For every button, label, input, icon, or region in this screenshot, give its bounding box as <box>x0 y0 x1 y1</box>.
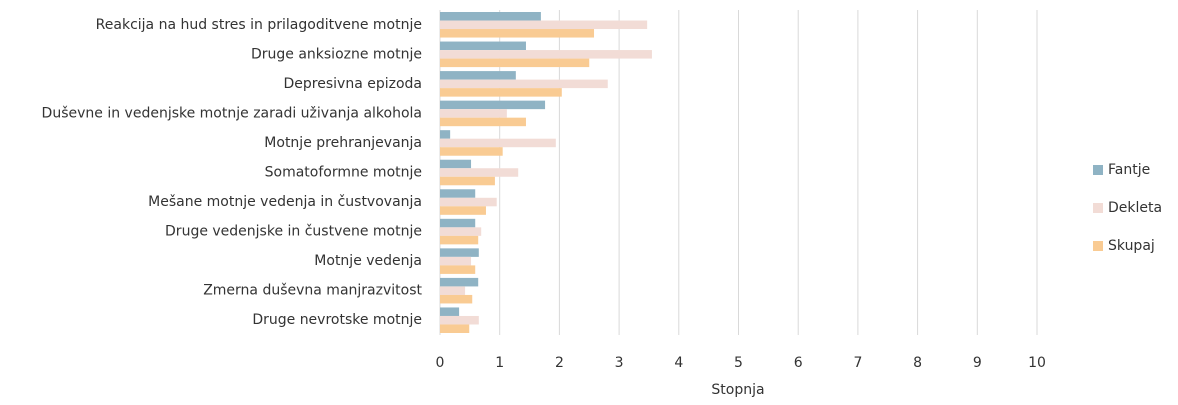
bar <box>440 176 495 186</box>
y-tick-label: Druge vedenjske in čustvene motnje <box>165 224 422 240</box>
bar <box>440 189 476 198</box>
x-tick-label: 4 <box>674 355 683 371</box>
bar <box>440 168 519 177</box>
x-tick-label: 3 <box>615 355 624 371</box>
y-tick-label: Depresivna epizoda <box>284 76 422 92</box>
legend-swatch <box>1093 203 1103 213</box>
bar <box>440 20 648 30</box>
x-tick-label: 7 <box>853 355 862 371</box>
bar <box>440 117 526 127</box>
y-tick-label: Motnje prehranjevanja <box>264 135 422 151</box>
y-tick-label: Druge nevrotske motnje <box>252 312 422 328</box>
x-tick-label: 1 <box>495 355 504 371</box>
bar <box>440 286 466 295</box>
bar <box>440 138 556 148</box>
legend-label: Dekleta <box>1108 200 1162 216</box>
y-tick-label: Mešane motnje vedenja in čustvovanja <box>148 194 422 210</box>
x-tick-label: 6 <box>794 355 803 371</box>
bar <box>440 235 479 245</box>
bar <box>440 218 476 228</box>
bar <box>440 294 473 304</box>
y-tick-label: Motnje vedenja <box>314 253 422 269</box>
x-tick-label: 9 <box>973 355 982 371</box>
bar <box>440 41 526 51</box>
y-tick-label: Zmerna duševna manjrazvitost <box>203 283 422 299</box>
bar <box>440 256 472 266</box>
bar <box>440 277 479 287</box>
bar <box>440 197 497 207</box>
bar <box>440 12 541 21</box>
x-tick-label: 10 <box>1028 355 1046 371</box>
bar <box>440 79 608 89</box>
bar <box>440 315 479 325</box>
y-tick-label: Somatoformne motnje <box>265 165 422 181</box>
x-tick-label: 8 <box>913 355 922 371</box>
bar <box>440 88 562 97</box>
y-tick-label: Druge anksiozne motnje <box>251 46 422 62</box>
bar <box>440 109 507 118</box>
bar <box>440 71 516 80</box>
bar <box>440 324 470 333</box>
bar <box>440 248 479 257</box>
x-axis-label: Stopnja <box>711 382 764 398</box>
bar <box>440 159 472 169</box>
bar <box>440 100 546 110</box>
legend-swatch <box>1093 241 1103 251</box>
bar <box>440 130 451 139</box>
bar <box>440 147 503 156</box>
legend-label: Fantje <box>1108 162 1150 178</box>
bar <box>440 58 590 68</box>
bar <box>440 50 652 59</box>
legend-label: Skupaj <box>1108 238 1155 254</box>
y-tick-label: Reakcija na hud stres in prilagoditvene … <box>96 17 422 33</box>
x-tick-label: 2 <box>555 355 564 371</box>
x-tick-label: 0 <box>436 355 445 371</box>
x-tick-label: 5 <box>734 355 743 371</box>
bar <box>440 265 476 274</box>
legend-swatch <box>1093 165 1103 175</box>
bar <box>440 307 460 316</box>
y-tick-label: Duševne in vedenjske motnje zaradi uživa… <box>42 105 422 121</box>
bar <box>440 227 482 236</box>
bar <box>440 29 595 38</box>
bar <box>440 206 486 215</box>
